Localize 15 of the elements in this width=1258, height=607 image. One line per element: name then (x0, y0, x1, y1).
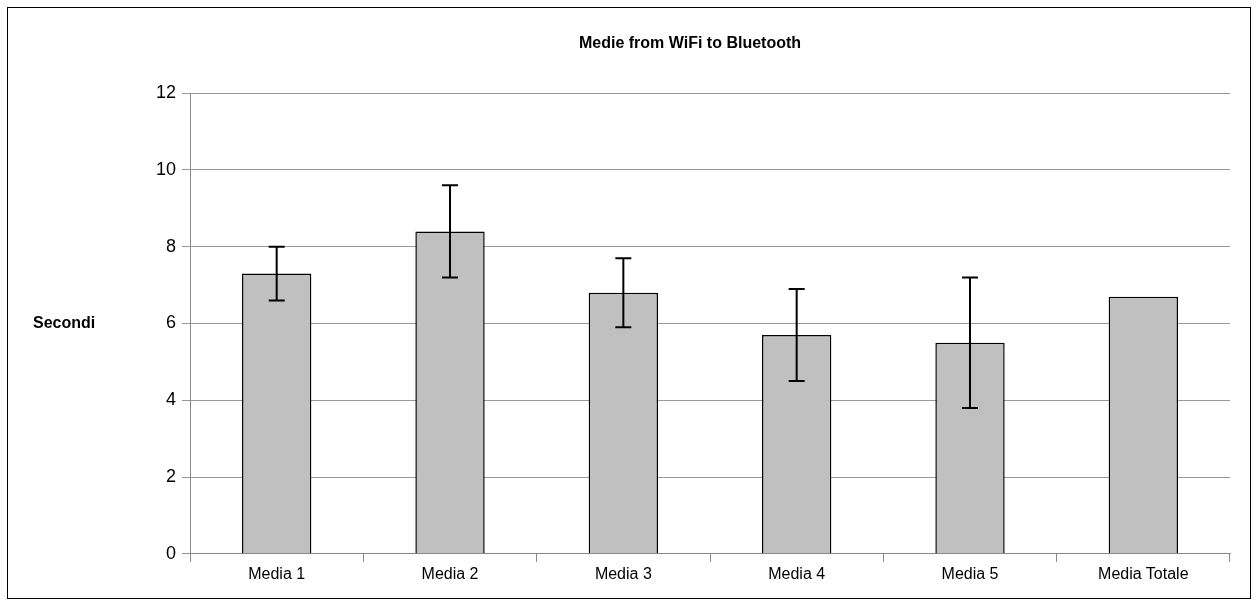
y-tick-label: 2 (166, 466, 177, 486)
x-tick-label: Media 1 (248, 564, 306, 582)
x-tick-label: Media 4 (768, 564, 826, 582)
x-tick-label: Media 5 (941, 564, 999, 582)
x-tick-label: Media Totale (1098, 564, 1189, 582)
x-tick-label: Media 3 (594, 564, 652, 582)
y-axis-title: Secondi (33, 313, 96, 331)
y-tick-label: 6 (166, 312, 177, 333)
y-tick-label: 8 (166, 235, 177, 256)
chart-title: Medie from WiFi to Bluetooth (578, 34, 802, 52)
y-tick-label: 4 (166, 389, 177, 410)
y-tick-label: 12 (155, 82, 177, 103)
y-tick-label: 0 (166, 542, 177, 563)
y-tick-label: 10 (155, 158, 177, 179)
x-tick-label: Media 2 (421, 564, 479, 582)
